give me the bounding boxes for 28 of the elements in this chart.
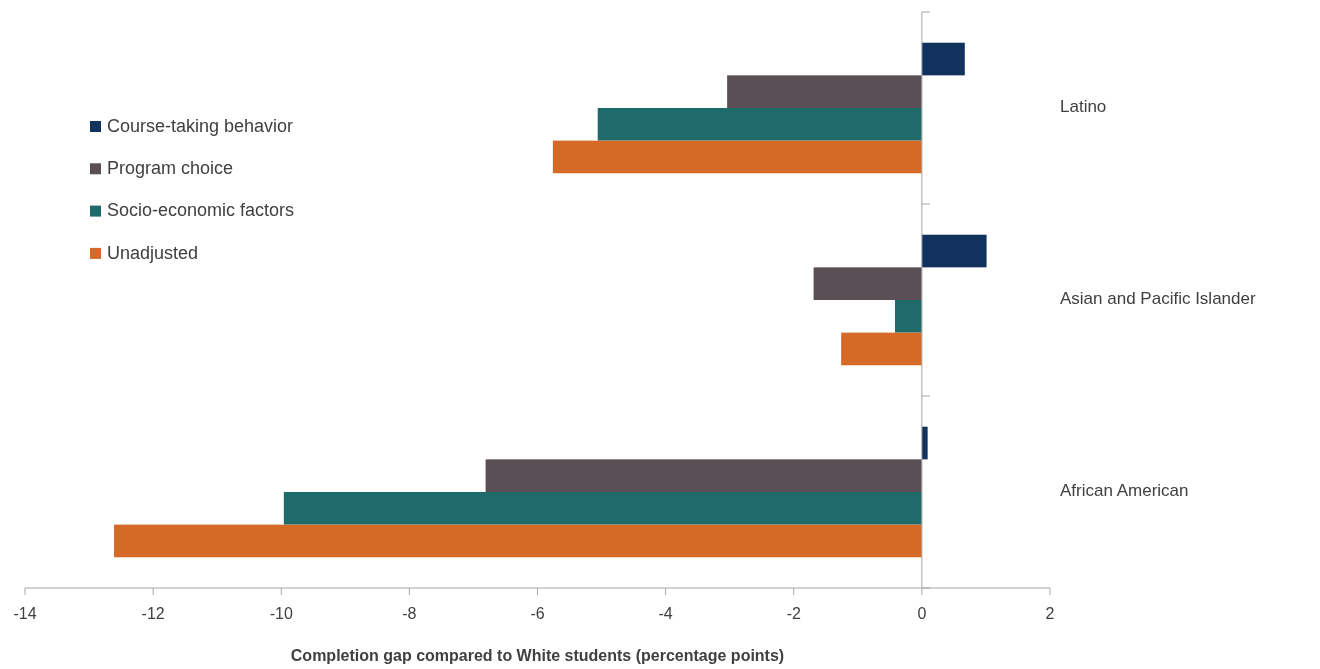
x-tick-label: -8 bbox=[402, 605, 417, 622]
y-tick-label: Latino bbox=[1060, 97, 1107, 117]
bar bbox=[921, 42, 965, 76]
x-tick-label: 2 bbox=[1045, 605, 1055, 622]
x-tick-label: -10 bbox=[269, 605, 293, 622]
bar bbox=[841, 332, 922, 366]
legend-label: Socio-economic factors bbox=[107, 200, 295, 221]
legend-label: Unadjusted bbox=[107, 242, 199, 263]
y-tick-label: Asian and Pacific Islander bbox=[1060, 289, 1256, 309]
x-tick-label: -4 bbox=[658, 605, 673, 622]
x-tick-label: -14 bbox=[13, 605, 37, 622]
bar bbox=[552, 140, 922, 174]
bar bbox=[894, 300, 922, 333]
bar bbox=[813, 267, 922, 300]
bar bbox=[727, 75, 922, 108]
legend-label: Program choice bbox=[107, 158, 234, 179]
bar bbox=[114, 524, 922, 558]
bar bbox=[485, 459, 922, 492]
x-axis-title: Completion gap compared to White students (percentage points) bbox=[290, 647, 785, 664]
x-tick-label: -6 bbox=[530, 605, 545, 622]
x-tick-label: 0 bbox=[917, 605, 927, 622]
bar bbox=[283, 492, 922, 525]
legend-label: Course-taking behavior bbox=[107, 115, 294, 136]
bar bbox=[597, 108, 922, 141]
x-tick-label: -12 bbox=[141, 605, 165, 622]
bar bbox=[921, 234, 987, 268]
y-tick-label: African American bbox=[1060, 481, 1189, 501]
x-tick-label: -2 bbox=[786, 605, 801, 622]
